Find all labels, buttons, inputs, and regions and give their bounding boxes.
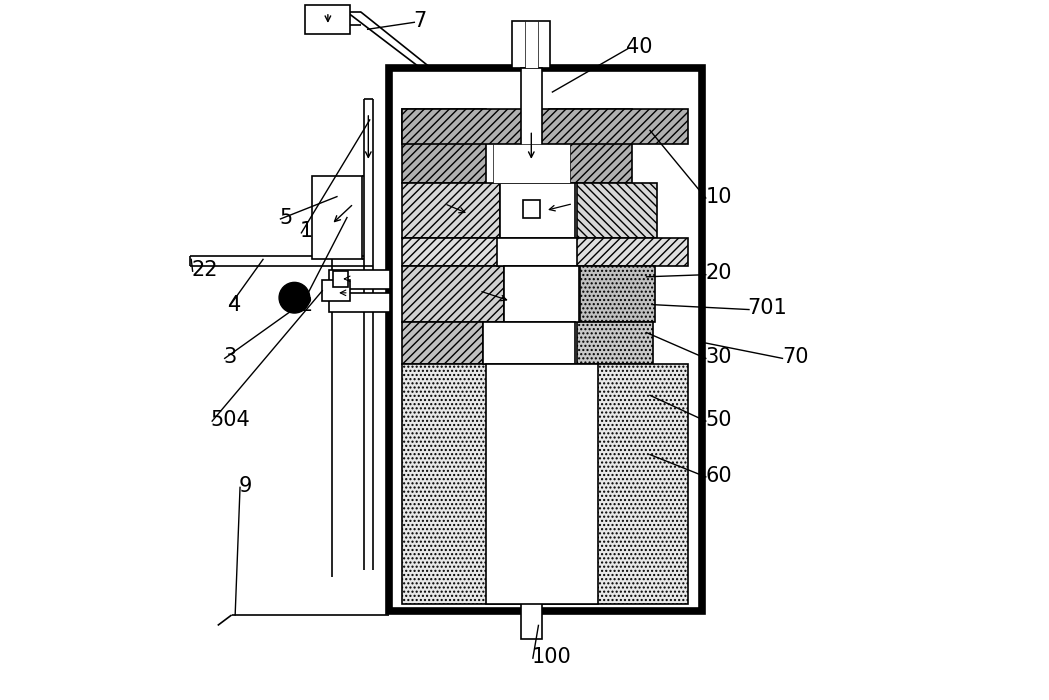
- Text: 701: 701: [748, 298, 788, 318]
- Bar: [524, 21, 537, 68]
- Bar: [403, 183, 500, 239]
- Bar: [322, 280, 350, 301]
- Bar: [504, 266, 579, 322]
- Bar: [403, 364, 688, 605]
- Text: 504: 504: [211, 410, 251, 430]
- Bar: [486, 364, 598, 605]
- Bar: [577, 183, 657, 239]
- Text: 7: 7: [413, 11, 426, 31]
- Bar: [403, 109, 486, 183]
- Text: 1: 1: [300, 221, 314, 241]
- Bar: [523, 200, 539, 218]
- Bar: [483, 322, 575, 364]
- Text: 30: 30: [706, 347, 732, 367]
- Circle shape: [279, 282, 309, 313]
- Bar: [403, 322, 483, 364]
- Bar: [513, 21, 550, 68]
- Bar: [305, 5, 350, 34]
- Text: 20: 20: [706, 263, 732, 284]
- Text: 5: 5: [279, 207, 293, 228]
- Bar: [403, 239, 688, 266]
- Bar: [403, 266, 504, 322]
- Text: 22: 22: [191, 260, 218, 280]
- Bar: [500, 183, 575, 239]
- Text: 3: 3: [223, 347, 237, 367]
- Text: 50: 50: [706, 410, 732, 430]
- Bar: [577, 322, 654, 364]
- Bar: [521, 68, 541, 579]
- Bar: [521, 579, 541, 639]
- Bar: [329, 270, 390, 289]
- Bar: [333, 271, 348, 286]
- Text: 70: 70: [783, 347, 809, 367]
- Bar: [493, 144, 570, 183]
- Bar: [312, 176, 362, 260]
- Bar: [329, 293, 390, 312]
- Bar: [496, 239, 577, 266]
- Text: 40: 40: [625, 36, 652, 57]
- Bar: [388, 68, 702, 612]
- Bar: [549, 109, 633, 183]
- Text: 2: 2: [300, 295, 314, 315]
- Bar: [580, 266, 656, 322]
- Text: 4: 4: [229, 295, 241, 315]
- Text: 60: 60: [706, 466, 732, 486]
- Text: 100: 100: [532, 647, 572, 667]
- Text: 9: 9: [238, 476, 252, 496]
- Text: 10: 10: [706, 187, 732, 206]
- Bar: [403, 109, 688, 144]
